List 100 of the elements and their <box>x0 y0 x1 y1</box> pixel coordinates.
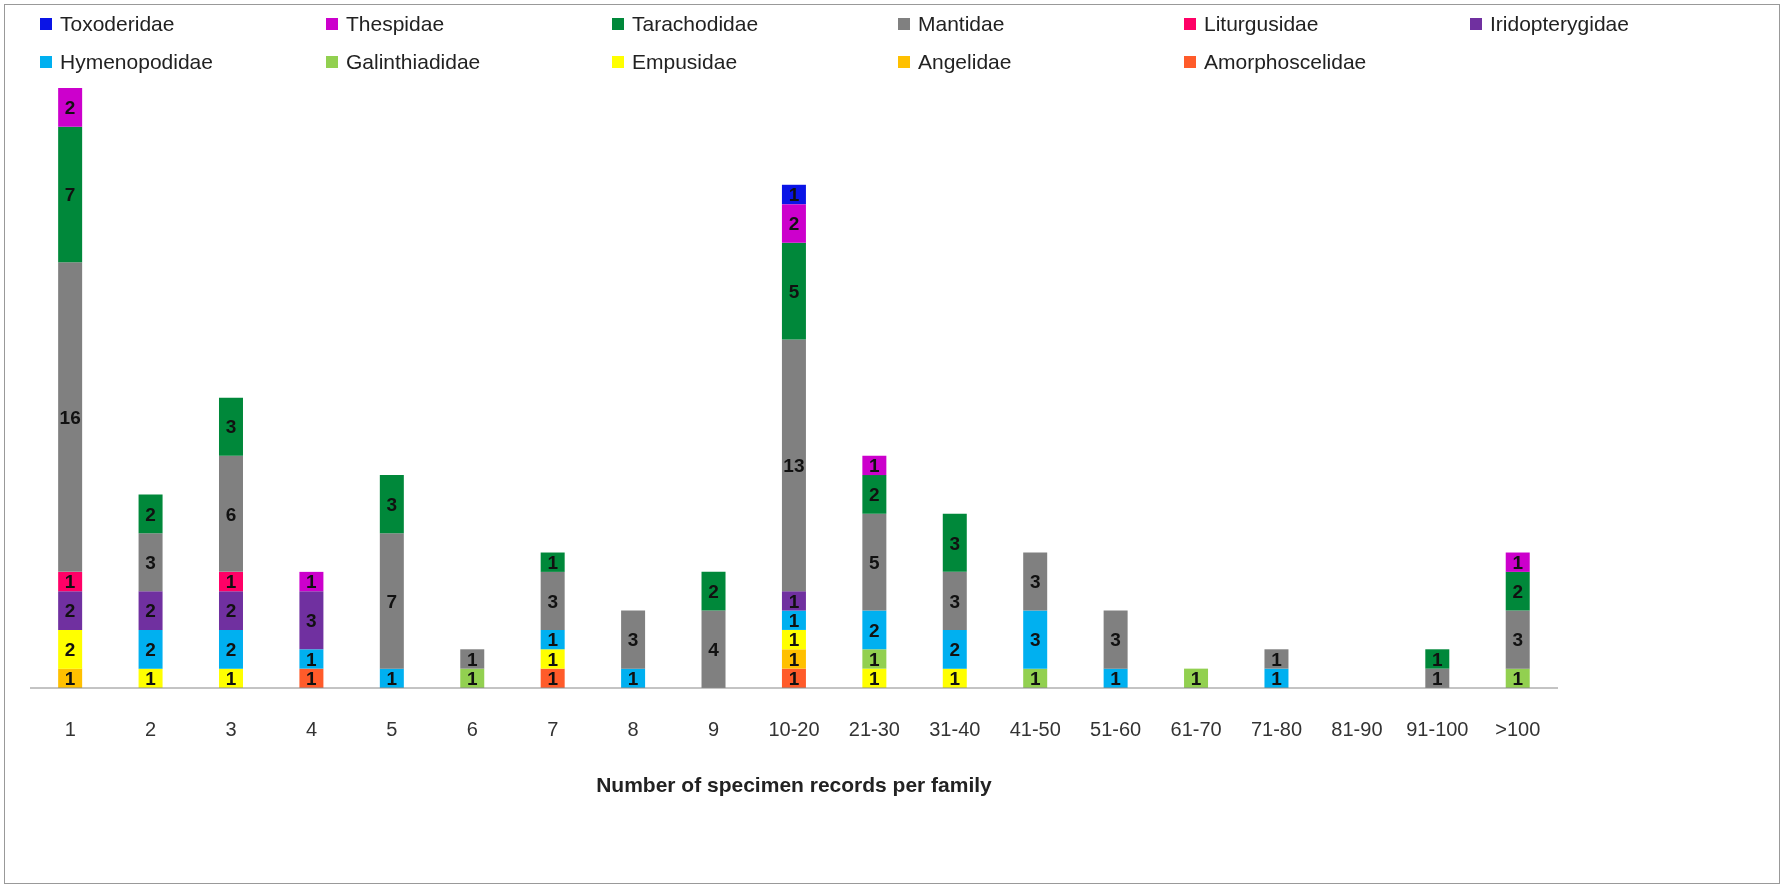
bar <box>1023 552 1048 611</box>
x-tick-label: 71-80 <box>1250 718 1303 741</box>
bar <box>942 513 967 572</box>
x-tick-label: 91-100 <box>1406 718 1469 741</box>
data-label: 2 <box>145 503 156 525</box>
data-label: 3 <box>306 610 317 631</box>
data-label: 3 <box>547 590 558 612</box>
bar <box>701 571 726 611</box>
data-label: 3 <box>627 629 639 651</box>
bar <box>218 629 243 669</box>
legend-label: Iridopterygidae <box>1490 12 1629 36</box>
data-label: 2 <box>64 97 76 119</box>
data-label: 1 <box>1432 648 1444 670</box>
bar <box>781 242 806 340</box>
bar <box>138 591 163 630</box>
x-tick-label: >100 <box>1495 718 1541 741</box>
data-label: 1 <box>306 571 318 593</box>
data-label: 3 <box>1029 571 1041 593</box>
legend-label: Liturgusidae <box>1204 12 1319 36</box>
x-tick-label: 8 <box>627 718 639 741</box>
bar <box>1505 610 1530 669</box>
bar <box>218 455 243 572</box>
bar <box>58 88 83 127</box>
x-tick-label: 51-60 <box>1090 718 1142 741</box>
data-label: 1 <box>1512 551 1524 573</box>
data-label: 1 <box>1271 648 1283 670</box>
data-label: 3 <box>1110 629 1121 651</box>
x-tick-label: 61-70 <box>1170 718 1222 741</box>
x-tick-label: 81-90 <box>1331 718 1383 741</box>
data-label: 3 <box>225 416 237 438</box>
x-tick-label: 3 <box>225 718 237 741</box>
bar <box>942 571 967 630</box>
bar <box>58 591 83 630</box>
bar <box>1023 610 1048 669</box>
x-tick-label: 10-20 <box>768 718 820 741</box>
data-label: 1 <box>386 668 398 690</box>
legend-label: Tarachodidae <box>632 12 759 36</box>
data-label: 1 <box>1190 668 1202 690</box>
x-tick-label: 21-30 <box>848 718 900 741</box>
data-label: 2 <box>1512 580 1524 602</box>
bar <box>138 629 163 669</box>
bar <box>942 629 967 669</box>
data-label: 3 <box>145 551 156 573</box>
data-label: 3 <box>949 590 961 612</box>
x-tick-label: 1 <box>64 718 76 741</box>
bar <box>862 475 887 514</box>
data-label: 3 <box>386 493 398 515</box>
data-label: 1 <box>1110 668 1122 690</box>
bar <box>58 262 83 572</box>
data-label: 1 <box>869 668 881 690</box>
data-label: 7 <box>386 590 398 612</box>
data-label: 2 <box>225 600 237 622</box>
x-tick-label: 2 <box>145 718 157 741</box>
bar <box>781 204 806 243</box>
x-axis-title: Number of specimen records per family <box>596 773 993 796</box>
legend-label: Empusidae <box>632 50 738 74</box>
legend-label: Hymenopodidae <box>60 50 213 74</box>
bar <box>1505 571 1530 611</box>
data-label: 3 <box>1512 629 1524 651</box>
data-label: 1 <box>869 455 881 477</box>
legend-label: Galinthiadidae <box>346 50 481 74</box>
data-label: 2 <box>64 639 76 661</box>
data-label: 1 <box>547 629 559 651</box>
data-label: 1 <box>225 571 237 593</box>
x-tick-label: 41-50 <box>1009 718 1061 741</box>
legend-label: Amorphoscelidae <box>1204 50 1367 74</box>
data-label: 1 <box>547 668 559 690</box>
data-label: 1 <box>547 551 559 573</box>
data-label: 1 <box>788 629 800 651</box>
data-label: 2 <box>145 600 156 622</box>
data-label: 7 <box>64 184 76 206</box>
legend-label: Thespidae <box>346 12 445 36</box>
bar <box>379 475 404 534</box>
bar <box>781 339 806 592</box>
x-tick-label: 9 <box>708 718 720 741</box>
data-label: 1 <box>1029 668 1041 690</box>
data-label: 4 <box>708 639 720 661</box>
bar <box>1103 610 1128 669</box>
bar <box>540 571 565 630</box>
data-label: 1 <box>1512 668 1524 690</box>
data-label: 1 <box>788 668 800 690</box>
bar <box>218 397 243 456</box>
data-label: 2 <box>949 639 961 661</box>
data-label: 1 <box>1271 668 1283 690</box>
data-label: 1 <box>627 668 639 690</box>
data-label: 5 <box>869 551 881 573</box>
data-label: 1 <box>949 668 961 690</box>
data-label: 2 <box>708 580 719 602</box>
data-label: 1 <box>145 668 157 690</box>
data-label: 2 <box>64 600 76 622</box>
data-label: 1 <box>788 590 800 612</box>
data-label: 1 <box>466 668 478 690</box>
x-tick-label: 7 <box>547 718 559 741</box>
bar <box>138 533 163 592</box>
data-label: 1 <box>547 648 559 670</box>
data-label: 2 <box>145 639 156 661</box>
legend-label: Mantidae <box>918 12 1005 36</box>
data-label: 1 <box>225 668 237 690</box>
bar <box>58 629 83 669</box>
data-label: 5 <box>788 280 800 302</box>
